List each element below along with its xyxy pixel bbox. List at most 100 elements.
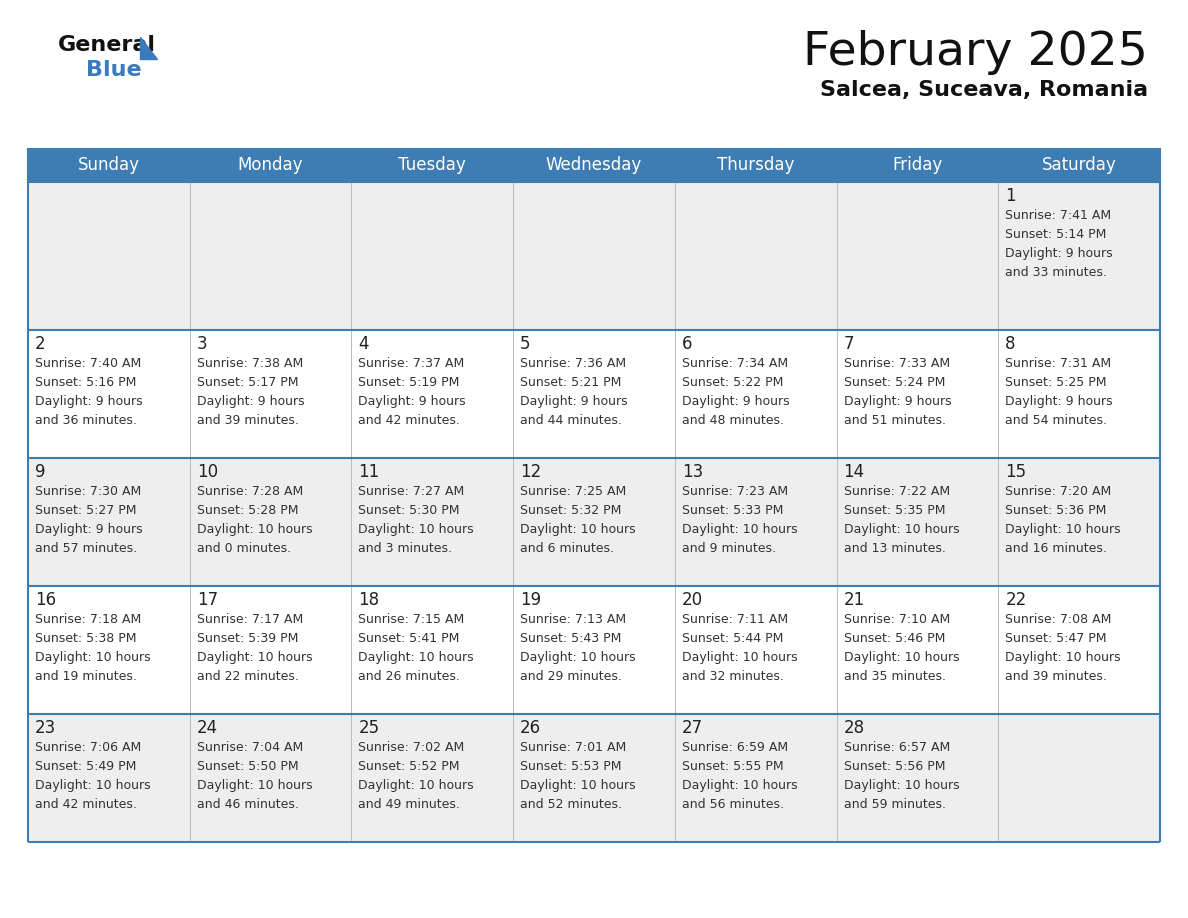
Text: 12: 12	[520, 463, 542, 481]
Text: 11: 11	[359, 463, 380, 481]
Text: and 29 minutes.: and 29 minutes.	[520, 670, 623, 683]
Text: Sunset: 5:35 PM: Sunset: 5:35 PM	[843, 504, 946, 517]
Text: Sunrise: 7:33 AM: Sunrise: 7:33 AM	[843, 357, 949, 370]
Bar	[29, 586, 1159, 714]
Text: Sunset: 5:52 PM: Sunset: 5:52 PM	[359, 760, 460, 773]
Text: Salcea, Suceava, Romania: Salcea, Suceava, Romania	[820, 80, 1148, 100]
Text: Sunset: 5:17 PM: Sunset: 5:17 PM	[197, 376, 298, 389]
Text: Sunset: 5:32 PM: Sunset: 5:32 PM	[520, 504, 621, 517]
Text: 2: 2	[34, 335, 45, 353]
Text: Daylight: 10 hours: Daylight: 10 hours	[843, 651, 959, 664]
Text: Daylight: 10 hours: Daylight: 10 hours	[682, 523, 797, 536]
Text: and 52 minutes.: and 52 minutes.	[520, 798, 623, 811]
Text: and 36 minutes.: and 36 minutes.	[34, 414, 137, 427]
Text: 8: 8	[1005, 335, 1016, 353]
Text: Sunset: 5:36 PM: Sunset: 5:36 PM	[1005, 504, 1107, 517]
Bar	[29, 182, 1159, 330]
Text: Blue: Blue	[86, 60, 141, 80]
Text: Sunrise: 7:28 AM: Sunrise: 7:28 AM	[197, 485, 303, 498]
Bar	[29, 714, 1159, 842]
Text: Daylight: 10 hours: Daylight: 10 hours	[197, 651, 312, 664]
Text: and 39 minutes.: and 39 minutes.	[197, 414, 298, 427]
Text: Daylight: 10 hours: Daylight: 10 hours	[682, 651, 797, 664]
Text: 5: 5	[520, 335, 531, 353]
Text: Sunset: 5:19 PM: Sunset: 5:19 PM	[359, 376, 460, 389]
Text: Sunrise: 7:36 AM: Sunrise: 7:36 AM	[520, 357, 626, 370]
Text: 26: 26	[520, 719, 542, 737]
Text: Daylight: 10 hours: Daylight: 10 hours	[520, 523, 636, 536]
Text: and 3 minutes.: and 3 minutes.	[359, 542, 453, 555]
Text: Sunset: 5:47 PM: Sunset: 5:47 PM	[1005, 632, 1107, 645]
Text: Daylight: 10 hours: Daylight: 10 hours	[197, 523, 312, 536]
Text: Daylight: 10 hours: Daylight: 10 hours	[520, 779, 636, 792]
Text: Sunset: 5:24 PM: Sunset: 5:24 PM	[843, 376, 944, 389]
Text: Sunrise: 7:40 AM: Sunrise: 7:40 AM	[34, 357, 141, 370]
Text: and 42 minutes.: and 42 minutes.	[34, 798, 137, 811]
Text: Sunrise: 7:18 AM: Sunrise: 7:18 AM	[34, 613, 141, 626]
Text: and 46 minutes.: and 46 minutes.	[197, 798, 298, 811]
Text: 24: 24	[197, 719, 217, 737]
Bar	[29, 148, 1159, 182]
Text: Sunday: Sunday	[78, 156, 140, 174]
Text: Sunset: 5:49 PM: Sunset: 5:49 PM	[34, 760, 137, 773]
Text: Sunrise: 7:10 AM: Sunrise: 7:10 AM	[843, 613, 950, 626]
Text: Sunset: 5:21 PM: Sunset: 5:21 PM	[520, 376, 621, 389]
Text: Monday: Monday	[238, 156, 303, 174]
Bar	[29, 458, 1159, 586]
Text: Sunrise: 7:34 AM: Sunrise: 7:34 AM	[682, 357, 788, 370]
Text: 19: 19	[520, 591, 542, 609]
Text: and 42 minutes.: and 42 minutes.	[359, 414, 460, 427]
Text: Daylight: 9 hours: Daylight: 9 hours	[843, 395, 952, 408]
Text: Sunrise: 7:31 AM: Sunrise: 7:31 AM	[1005, 357, 1112, 370]
Polygon shape	[140, 37, 157, 59]
Text: and 26 minutes.: and 26 minutes.	[359, 670, 460, 683]
Text: 10: 10	[197, 463, 217, 481]
Text: 1: 1	[1005, 187, 1016, 205]
Text: Daylight: 9 hours: Daylight: 9 hours	[682, 395, 790, 408]
Text: and 57 minutes.: and 57 minutes.	[34, 542, 137, 555]
Text: and 16 minutes.: and 16 minutes.	[1005, 542, 1107, 555]
Text: Daylight: 9 hours: Daylight: 9 hours	[1005, 395, 1113, 408]
Text: Daylight: 10 hours: Daylight: 10 hours	[843, 779, 959, 792]
Text: Sunrise: 7:02 AM: Sunrise: 7:02 AM	[359, 741, 465, 754]
Text: Thursday: Thursday	[718, 156, 795, 174]
Text: 22: 22	[1005, 591, 1026, 609]
Text: Sunset: 5:25 PM: Sunset: 5:25 PM	[1005, 376, 1107, 389]
Text: Sunset: 5:41 PM: Sunset: 5:41 PM	[359, 632, 460, 645]
Text: Sunset: 5:53 PM: Sunset: 5:53 PM	[520, 760, 621, 773]
Text: Daylight: 10 hours: Daylight: 10 hours	[359, 651, 474, 664]
Text: and 32 minutes.: and 32 minutes.	[682, 670, 784, 683]
Text: Sunrise: 6:57 AM: Sunrise: 6:57 AM	[843, 741, 950, 754]
Text: Sunset: 5:28 PM: Sunset: 5:28 PM	[197, 504, 298, 517]
Text: 17: 17	[197, 591, 217, 609]
Text: Sunset: 5:44 PM: Sunset: 5:44 PM	[682, 632, 783, 645]
Text: 21: 21	[843, 591, 865, 609]
Text: 6: 6	[682, 335, 693, 353]
Text: Sunrise: 7:20 AM: Sunrise: 7:20 AM	[1005, 485, 1112, 498]
Text: Sunset: 5:56 PM: Sunset: 5:56 PM	[843, 760, 946, 773]
Text: Sunrise: 7:41 AM: Sunrise: 7:41 AM	[1005, 209, 1112, 222]
Text: Sunrise: 6:59 AM: Sunrise: 6:59 AM	[682, 741, 788, 754]
Text: and 6 minutes.: and 6 minutes.	[520, 542, 614, 555]
Text: Sunset: 5:38 PM: Sunset: 5:38 PM	[34, 632, 137, 645]
Text: Sunset: 5:55 PM: Sunset: 5:55 PM	[682, 760, 783, 773]
Text: and 51 minutes.: and 51 minutes.	[843, 414, 946, 427]
Text: Saturday: Saturday	[1042, 156, 1117, 174]
Text: Daylight: 9 hours: Daylight: 9 hours	[1005, 247, 1113, 260]
Text: Daylight: 10 hours: Daylight: 10 hours	[1005, 523, 1121, 536]
Text: Sunrise: 7:17 AM: Sunrise: 7:17 AM	[197, 613, 303, 626]
Text: Daylight: 10 hours: Daylight: 10 hours	[34, 779, 151, 792]
Text: 9: 9	[34, 463, 45, 481]
Text: Sunrise: 7:13 AM: Sunrise: 7:13 AM	[520, 613, 626, 626]
Text: Daylight: 10 hours: Daylight: 10 hours	[682, 779, 797, 792]
Text: Sunrise: 7:22 AM: Sunrise: 7:22 AM	[843, 485, 949, 498]
Text: Sunset: 5:14 PM: Sunset: 5:14 PM	[1005, 228, 1107, 241]
Text: and 19 minutes.: and 19 minutes.	[34, 670, 137, 683]
Text: Sunrise: 7:01 AM: Sunrise: 7:01 AM	[520, 741, 626, 754]
Text: 4: 4	[359, 335, 369, 353]
Text: 27: 27	[682, 719, 703, 737]
Text: Sunset: 5:50 PM: Sunset: 5:50 PM	[197, 760, 298, 773]
Text: and 44 minutes.: and 44 minutes.	[520, 414, 623, 427]
Text: 18: 18	[359, 591, 379, 609]
Text: Daylight: 9 hours: Daylight: 9 hours	[359, 395, 466, 408]
